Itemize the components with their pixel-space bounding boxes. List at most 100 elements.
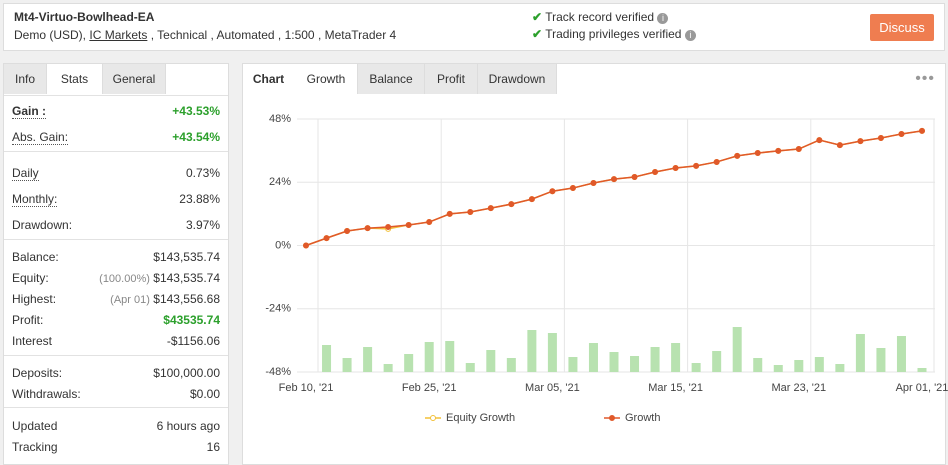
stats-tab[interactable]: Stats [47, 64, 103, 94]
verified-1: ✔ Track record verified i [532, 10, 669, 24]
stat-value: +43.54% [172, 127, 220, 147]
stat-value: (100.00%) $143,535.74 [99, 268, 220, 289]
stat-value-text: -$1156.06 [166, 334, 220, 348]
bar [794, 360, 804, 372]
stat-row: Profit: $43535.74 [12, 310, 220, 330]
stat-row: Equity: (100.00%) $143,535.74 [12, 268, 220, 288]
x-tick-label: Apr 01, '21 [896, 382, 948, 394]
legend-label: Equity Growth [446, 412, 515, 424]
point [569, 185, 576, 192]
stat-note: (100.00%) [99, 273, 150, 285]
stat-value-text: 3.97% [185, 218, 220, 232]
point [528, 196, 535, 203]
stat-value: 6 hours ago [157, 416, 220, 436]
stat-value: (Apr 01) $143,556.68 [110, 289, 220, 310]
stat-row: Highest: (Apr 01) $143,556.68 [12, 289, 220, 309]
legend-marker [609, 415, 615, 421]
stat-value: 23.88% [179, 189, 220, 209]
point [672, 165, 679, 172]
bar [917, 368, 927, 372]
bar [855, 334, 865, 372]
stat-value: 16 [207, 437, 220, 457]
stat-value: +43.53% [172, 101, 220, 121]
stat-label: Abs. Gain: [12, 130, 69, 145]
bar [322, 345, 332, 372]
y-tick-label: -24% [265, 303, 291, 315]
stat-value: $43535.74 [163, 310, 220, 330]
stat-label: Interest [12, 334, 53, 348]
bar [424, 342, 434, 372]
header: Mt4-Virtuo-Bowlhead-EA Demo (USD), IC Ma… [3, 3, 945, 51]
point [713, 158, 720, 165]
point [898, 131, 905, 138]
details: , Technical , Automated , 1:500 , MetaTr… [150, 28, 397, 42]
stat-value: 3.97% [186, 215, 220, 235]
stat-row: Updated 6 hours ago [12, 416, 220, 436]
bar [753, 358, 763, 372]
stat-value-text: $143,535.74 [153, 271, 220, 285]
verified-2: ✔ Trading privileges verified i [532, 27, 696, 41]
title: Mt4-Virtuo-Bowlhead-EA [14, 10, 155, 24]
point [631, 173, 638, 180]
stat-value-text: $143,556.68 [153, 292, 220, 306]
stat-row: Withdrawals: $0.00 [12, 384, 220, 404]
bar [588, 343, 598, 372]
subtitle: Demo (USD), IC Markets , Technical , Aut… [14, 28, 396, 42]
point [611, 176, 617, 183]
stat-value: $143,535.74 [153, 247, 220, 267]
x-tick-label: Mar 15, '21 [648, 382, 703, 394]
bar [383, 364, 393, 372]
bar [342, 358, 352, 372]
stat-label: Updated [12, 419, 58, 433]
point [426, 219, 433, 226]
stat-label: Tracking [12, 440, 58, 454]
chart-tab[interactable]: Chart [243, 64, 294, 94]
stat-row: Gain : +43.53% [12, 101, 220, 121]
verified-text: Track record verified [545, 10, 655, 24]
bar [773, 365, 783, 372]
stat-label: Withdrawals: [12, 387, 81, 401]
separator [4, 151, 228, 152]
point [775, 147, 782, 154]
bar [691, 363, 701, 372]
stats-tab[interactable]: General [103, 64, 166, 94]
stat-value-text: 16 [206, 440, 220, 454]
legend-marker [430, 415, 436, 421]
broker-link[interactable]: IC Markets [89, 28, 148, 42]
point [344, 228, 351, 235]
bar [568, 357, 578, 372]
chart-tab[interactable]: Balance [358, 64, 425, 94]
legend-label: Growth [625, 412, 660, 424]
stat-row: Interest -$1156.06 [12, 331, 220, 351]
point [549, 188, 556, 195]
stat-value: $0.00 [190, 384, 220, 404]
stat-value-text: $43535.74 [163, 313, 220, 327]
point [303, 242, 309, 249]
separator [4, 355, 228, 356]
point [446, 210, 453, 217]
chart-tab[interactable]: Growth [295, 64, 358, 94]
stat-row: Abs. Gain: +43.54% [12, 127, 220, 147]
stat-label: Monthly: [12, 192, 58, 207]
point [754, 149, 761, 156]
menu-dots[interactable]: ••• [915, 70, 935, 87]
stats-tab[interactable]: Info [4, 64, 47, 94]
bar [630, 356, 640, 372]
stat-value-text: 6 hours ago [156, 419, 220, 433]
stat-label: Balance: [12, 250, 59, 264]
point [919, 127, 925, 134]
bar [506, 358, 516, 372]
x-tick-label: Mar 05, '21 [525, 382, 580, 394]
y-tick-label: 0% [275, 239, 291, 251]
bar [876, 348, 886, 372]
stat-row: Drawdown: 3.97% [12, 215, 220, 235]
bar [547, 333, 557, 372]
stats-panel: Info Stats General Gain : +43.53% Abs. Gain: +… [3, 63, 229, 465]
discuss-button[interactable]: Discuss [870, 14, 934, 41]
point [323, 235, 330, 242]
chart-tab[interactable]: Profit [425, 64, 478, 94]
stat-row: Balance: $143,535.74 [12, 247, 220, 267]
chart-tab[interactable]: Drawdown [478, 64, 557, 94]
